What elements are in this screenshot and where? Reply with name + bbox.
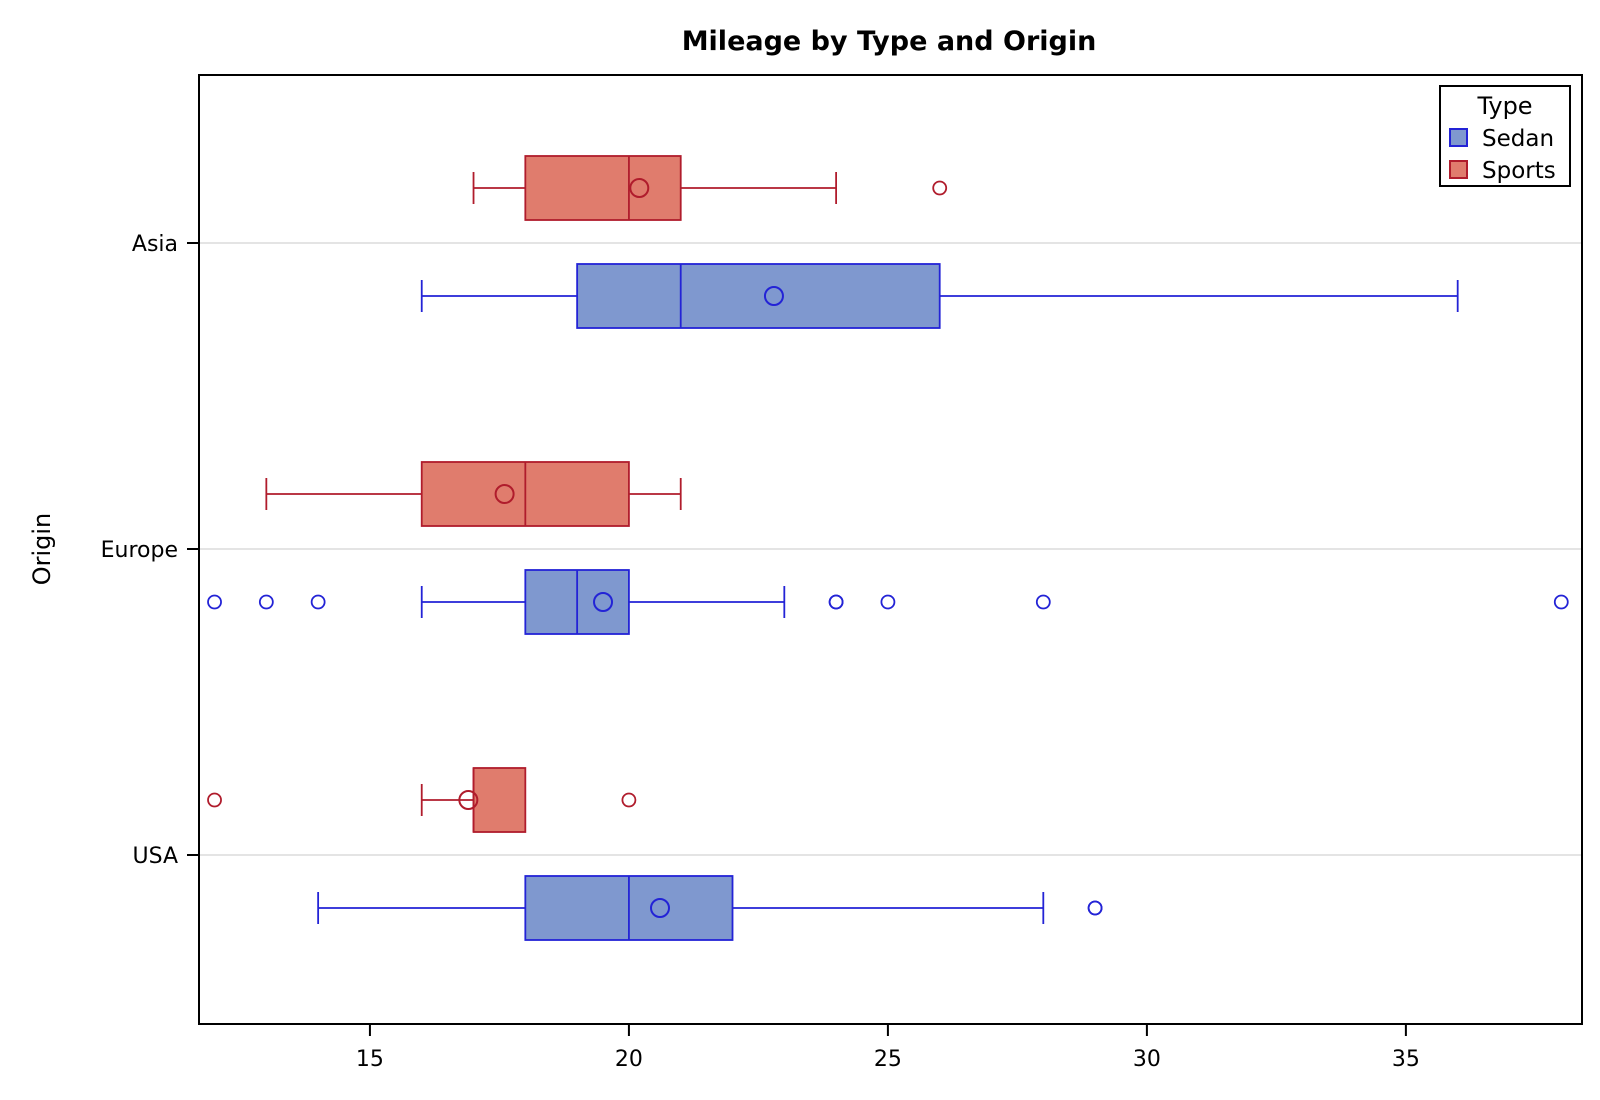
legend-swatch-sports bbox=[1449, 160, 1468, 179]
box-sedan-usa bbox=[317, 875, 1103, 941]
outlier-sedan-europe-6 bbox=[1035, 594, 1051, 610]
box-sedan-europe bbox=[207, 569, 1569, 635]
box-iqr-sports-usa bbox=[472, 767, 527, 833]
y-tick-label-usa: USA bbox=[132, 844, 178, 869]
legend-label-sports: Sports bbox=[1482, 158, 1556, 184]
legend-label-sedan: Sedan bbox=[1482, 126, 1554, 152]
outlier-sports-usa-1 bbox=[621, 792, 637, 808]
outlier-sedan-usa-1 bbox=[1087, 900, 1103, 916]
x-tick-label-25: 25 bbox=[874, 1047, 902, 1072]
box-iqr-sports-asia bbox=[524, 155, 682, 221]
outlier-sedan-europe-0 bbox=[207, 594, 222, 610]
box-sedan-asia bbox=[420, 263, 1459, 329]
outlier-sedan-europe-4 bbox=[828, 594, 844, 610]
legend: Type Sedan Sports bbox=[1439, 85, 1571, 187]
box-sports-usa bbox=[207, 767, 637, 833]
outlier-sedan-europe-1 bbox=[258, 594, 274, 610]
mean-sports-europe bbox=[494, 484, 515, 504]
mean-sedan-asia bbox=[763, 286, 784, 306]
marks-layer bbox=[207, 155, 1569, 941]
box-sports-asia bbox=[472, 155, 948, 221]
axis-layer: Asia Europe USA 15 20 25 30 35 bbox=[101, 232, 1420, 1072]
mean-sedan-europe bbox=[593, 592, 614, 612]
outlier-sedan-europe-2 bbox=[310, 594, 326, 610]
legend-title: Type bbox=[1476, 92, 1532, 120]
x-tick-label-15: 15 bbox=[356, 1047, 384, 1072]
y-tick-label-europe: Europe bbox=[101, 538, 178, 563]
x-tick-label-30: 30 bbox=[1133, 1047, 1161, 1072]
chart-title: Mileage by Type and Origin bbox=[682, 26, 1097, 57]
outlier-sports-usa-0 bbox=[207, 792, 222, 808]
y-axis-title: Origin bbox=[28, 513, 56, 586]
mean-sports-asia bbox=[629, 178, 650, 198]
outlier-sedan-europe-5 bbox=[880, 594, 896, 610]
outlier-sedan-europe-7 bbox=[1553, 594, 1569, 610]
x-tick-label-35: 35 bbox=[1392, 1047, 1420, 1072]
grid-layer bbox=[199, 242, 1582, 856]
box-sports-europe bbox=[265, 461, 682, 527]
box-iqr-sedan-asia bbox=[576, 263, 941, 329]
mean-sedan-usa bbox=[650, 898, 670, 918]
mean-sports-usa bbox=[458, 790, 479, 810]
x-tick-label-20: 20 bbox=[615, 1047, 643, 1072]
outlier-sports-asia-0 bbox=[932, 180, 948, 196]
legend-swatch-sedan bbox=[1449, 128, 1468, 147]
y-tick-label-asia: Asia bbox=[132, 232, 178, 257]
